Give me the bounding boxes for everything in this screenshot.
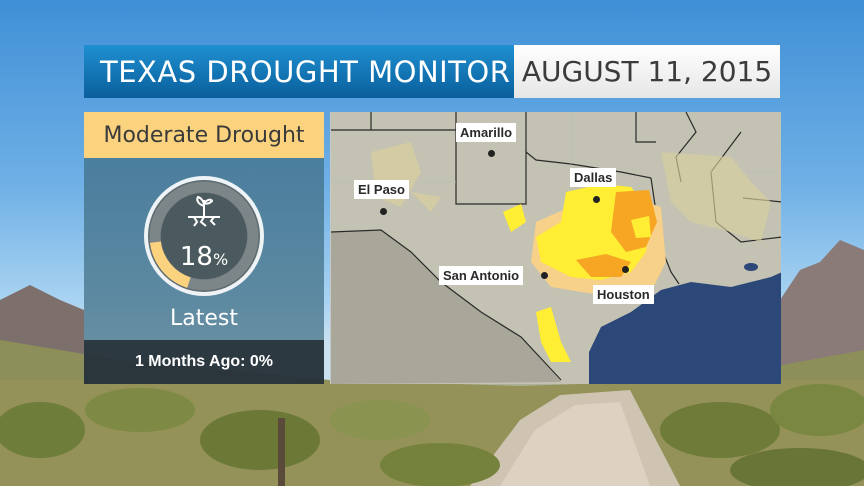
percent-value: 18 bbox=[179, 242, 213, 272]
category-label: Moderate Drought bbox=[103, 122, 305, 148]
city-label-el-paso: El Paso bbox=[354, 180, 409, 199]
city-label-dallas: Dallas bbox=[570, 168, 617, 187]
gauge-track bbox=[149, 181, 259, 291]
city-dot-el-paso bbox=[380, 208, 387, 215]
city-dot-san-antonio bbox=[541, 272, 548, 279]
drought-map: Amarillo El Paso Dallas San Antonio Hous… bbox=[330, 112, 781, 384]
percent-gauge bbox=[144, 176, 264, 296]
city-dot-dallas bbox=[593, 196, 600, 203]
latest-label: Latest bbox=[170, 306, 238, 331]
city-label-houston: Houston bbox=[593, 285, 654, 304]
comparison-text: 1 Months Ago: 0% bbox=[134, 353, 274, 370]
drought-stats-panel: Moderate Drought 18% Latest 1 Months Ago… bbox=[84, 112, 324, 384]
title-bar: TEXAS DROUGHT MONITOR bbox=[84, 45, 514, 98]
city-label-amarillo: Amarillo bbox=[456, 123, 517, 142]
gauge-fill bbox=[149, 241, 191, 288]
comparison-bar: 1 Months Ago: 0% bbox=[84, 340, 324, 384]
drought-plant-icon bbox=[188, 195, 220, 227]
page-title: TEXAS DROUGHT MONITOR bbox=[100, 54, 511, 89]
city-dot-houston bbox=[622, 266, 629, 273]
percent-readout: 18% bbox=[138, 242, 270, 272]
date-bar: AUGUST 11, 2015 bbox=[514, 45, 780, 98]
date-label: AUGUST 11, 2015 bbox=[521, 55, 773, 88]
category-header: Moderate Drought bbox=[84, 112, 324, 158]
percent-unit: % bbox=[212, 250, 229, 269]
city-label-san-antonio: San Antonio bbox=[439, 266, 524, 285]
city-dot-amarillo bbox=[488, 150, 495, 157]
texas-map bbox=[331, 112, 781, 384]
